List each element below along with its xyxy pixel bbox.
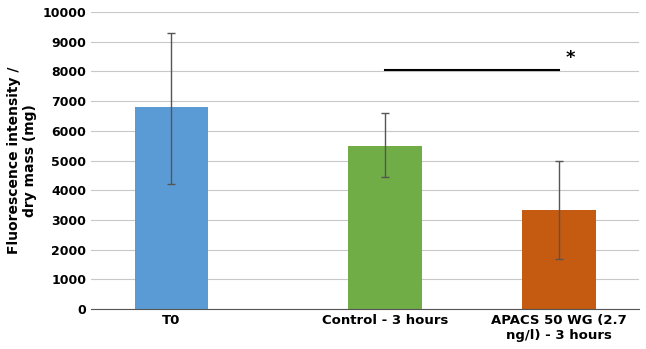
- Bar: [522, 210, 596, 309]
- Y-axis label: Fluorescence intensity /
dry mass (mg): Fluorescence intensity / dry mass (mg): [7, 67, 37, 254]
- Bar: [135, 107, 208, 309]
- Text: *: *: [566, 49, 575, 67]
- Bar: [348, 146, 422, 309]
